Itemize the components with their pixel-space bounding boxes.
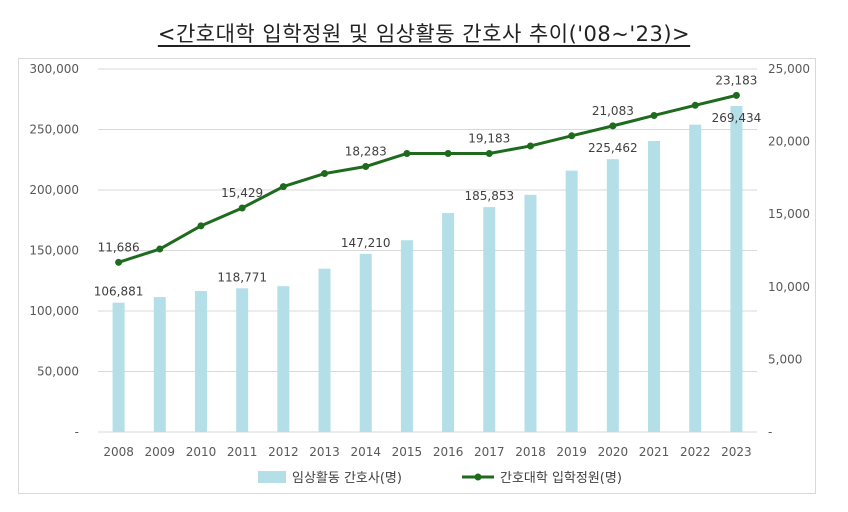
line-point: [650, 111, 658, 119]
bar: [277, 286, 290, 432]
line-point: [526, 142, 534, 150]
bar: [236, 288, 249, 432]
y-right-tick-label: 20,000: [768, 135, 810, 149]
line-data-label: 18,283: [345, 145, 387, 159]
y-left-tick-label: 100,000: [29, 304, 79, 318]
bar: [400, 240, 413, 432]
y-right-tick-label: 15,000: [768, 207, 810, 221]
bar-series: [112, 105, 743, 432]
chart-title: <간호대학 입학정원 및 임상활동 간호사 추이('08~'23)>: [157, 22, 691, 46]
x-tick-label: 2018: [515, 445, 546, 459]
line-point: [609, 122, 617, 130]
x-tick-label: 2019: [556, 445, 587, 459]
bar: [112, 302, 125, 432]
line-point: [568, 132, 576, 140]
legend: 임상활동 간호사(명) 간호대학 입학정원(명): [258, 471, 622, 486]
x-tick-label: 2022: [680, 445, 711, 459]
bar: [524, 194, 537, 432]
line-point: [485, 149, 493, 157]
axis-labels: - 50,000 100,000 150,000 200,000 250,000 300,0…: [29, 62, 810, 459]
line-point: [691, 101, 699, 109]
line-data-label: 11,686: [98, 240, 140, 254]
y-right-tick-label: 10,000: [768, 280, 810, 294]
bar: [442, 212, 455, 432]
chart-frame: [18, 58, 816, 494]
y-left-tick-label: 50,000: [37, 365, 79, 379]
x-tick-label: 2011: [227, 445, 258, 459]
y-right-tick-label: 5,000: [768, 352, 802, 366]
bar: [689, 124, 702, 432]
x-tick-label: 2008: [103, 445, 134, 459]
bar: [359, 253, 372, 432]
bar: [318, 268, 331, 432]
y-left-tick-label: 150,000: [29, 244, 79, 258]
line-point: [238, 204, 246, 212]
y-right-tick-label: -: [768, 425, 772, 439]
x-tick-label: 2009: [145, 445, 176, 459]
x-tick-label: 2016: [433, 445, 464, 459]
bar: [565, 170, 578, 432]
bar-data-label: 147,210: [341, 236, 391, 250]
line-series: [115, 91, 740, 266]
line-point: [321, 170, 329, 178]
bar: [648, 140, 661, 432]
y-left-tick-label: -: [75, 425, 79, 439]
bar: [483, 207, 496, 432]
line-data-label: 21,083: [592, 104, 634, 118]
line-point: [403, 149, 411, 157]
bar: [730, 105, 743, 432]
y-right-tick-label: 25,000: [768, 62, 810, 76]
x-tick-label: 2010: [186, 445, 217, 459]
bar: [153, 297, 166, 432]
x-tick-label: 2021: [639, 445, 670, 459]
x-tick-label: 2015: [392, 445, 423, 459]
line-point: [197, 222, 205, 230]
line-point: [156, 245, 164, 253]
legend-line-marker: [474, 473, 482, 481]
bar-data-label: 185,853: [464, 189, 514, 203]
line-path: [118, 93, 737, 264]
line-data-label: 23,183: [715, 73, 757, 87]
bar-data-label: 225,462: [588, 141, 638, 155]
line-data-label: 19,183: [468, 131, 510, 145]
bar-data-label: 269,434: [712, 111, 762, 125]
line-point: [362, 163, 370, 171]
bar-data-label: 106,881: [94, 285, 144, 299]
legend-bar-label: 임상활동 간호사(명): [292, 471, 402, 486]
line-point: [444, 149, 452, 157]
line-data-label: 15,429: [221, 186, 263, 200]
legend-line-label: 간호대학 입학정원(명): [500, 471, 622, 486]
line-point: [279, 183, 287, 191]
line-point: [732, 91, 740, 99]
x-tick-label: 2013: [309, 445, 340, 459]
x-tick-label: 2017: [474, 445, 505, 459]
y-left-tick-label: 250,000: [29, 123, 79, 137]
gridlines: [98, 68, 757, 433]
bar: [194, 291, 207, 432]
y-left-tick-label: 200,000: [29, 183, 79, 197]
legend-bar-swatch: [258, 471, 286, 483]
x-tick-label: 2020: [598, 445, 629, 459]
bar: [606, 159, 619, 432]
line-point: [115, 258, 123, 266]
x-tick-label: 2014: [350, 445, 381, 459]
data-labels: 106,881 118,771 147,210 185,853 225,462 269,4…: [94, 73, 761, 298]
x-tick-label: 2023: [721, 445, 752, 459]
bar-data-label: 118,771: [217, 270, 267, 284]
x-tick-label: 2012: [268, 445, 299, 459]
y-left-tick-label: 300,000: [29, 62, 79, 76]
